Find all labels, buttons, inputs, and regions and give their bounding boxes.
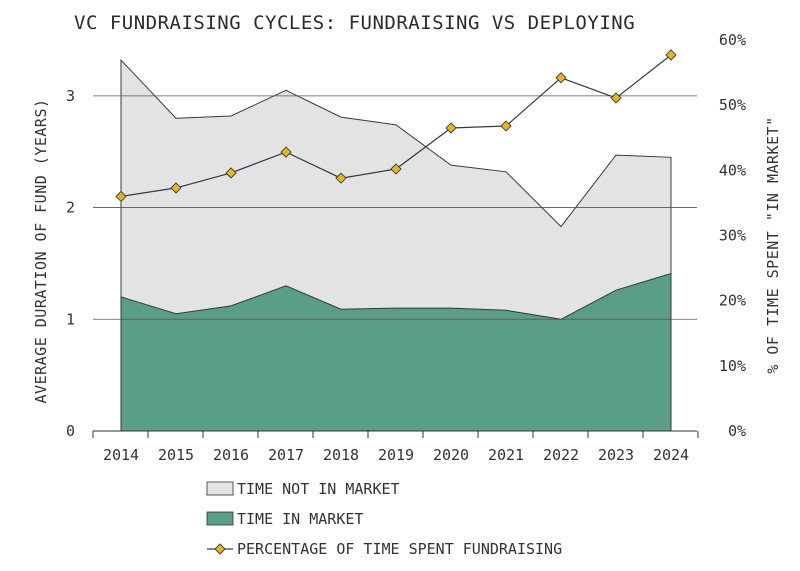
x-tick-label-2019: 2019 (378, 446, 414, 464)
legend-time-not-in-market-label: TIME NOT IN MARKET (237, 480, 400, 498)
axis-layer (92, 430, 699, 438)
area-layer (120, 58, 672, 432)
x-tick-label-2020: 2020 (433, 446, 469, 464)
legend-time-not-in-market-swatch (206, 481, 234, 496)
y2-tick-label-40: 40% (719, 161, 746, 179)
x-tick-label-2022: 2022 (543, 446, 579, 464)
x-tick-label-2024: 2024 (653, 446, 689, 464)
chart-title: VC FUNDRAISING CYCLES: FUNDRAISING VS DE… (74, 12, 636, 34)
legend-percentage-fundraising-swatch-marker (214, 543, 226, 555)
grid-layer (93, 95, 697, 320)
x-tick-label-2014: 2014 (103, 446, 139, 464)
y-tick-label-0: 0 (66, 422, 75, 440)
area-time-in-market (120, 272, 672, 432)
line-layer (115, 49, 677, 203)
marker-point-2015 (170, 182, 182, 194)
x-tick-label-2023: 2023 (598, 446, 634, 464)
y2-tick-label-20: 20% (719, 292, 746, 310)
y-axis-title: AVERAGE DURATION OF FUND (YEARS) (32, 99, 50, 404)
y2-tick-label-0: 0% (728, 422, 746, 440)
x-tick-label-2015: 2015 (158, 446, 194, 464)
x-tick-label-2016: 2016 (213, 446, 249, 464)
y2-tick-label-50: 50% (719, 96, 746, 114)
y2-tick-label-10: 10% (719, 357, 746, 375)
legend-time-in-market-label: TIME IN MARKET (237, 510, 363, 528)
marker-point-2018 (335, 172, 347, 184)
y2-tick-label-60: 60% (719, 31, 746, 49)
y-tick-label-2: 2 (66, 199, 75, 217)
x-tick-label-2021: 2021 (488, 446, 524, 464)
legend: TIME NOT IN MARKET TIME IN MARKET PERCENTA… (206, 480, 562, 558)
y2-tick-label-30: 30% (719, 227, 746, 245)
y-tick-label-1: 1 (66, 310, 75, 328)
y2-axis-title: % OF TIME SPENT "IN MARKET" (764, 116, 782, 373)
marker-point-2014 (115, 190, 127, 203)
x-tick-label-2017: 2017 (268, 446, 304, 464)
marker-point-2016 (225, 167, 237, 179)
marker-point-2020 (445, 122, 457, 134)
x-tick-label-2018: 2018 (323, 446, 359, 464)
text-layer: 2014 2015 2016 2017 2018 2019 2020 2021 2022 2023… (32, 31, 782, 464)
legend-time-in-market-swatch (206, 511, 234, 526)
marker-point-2022 (555, 72, 567, 84)
marker-point-2019 (390, 163, 402, 175)
y-tick-label-3: 3 (66, 87, 75, 105)
marker-point-2017 (280, 146, 292, 158)
marker-point-2021 (500, 120, 512, 132)
marker-point-2024 (665, 49, 677, 61)
legend-percentage-fundraising-label: PERCENTAGE OF TIME SPENT FUNDRAISING (237, 540, 562, 558)
marker-point-2023 (610, 92, 622, 104)
